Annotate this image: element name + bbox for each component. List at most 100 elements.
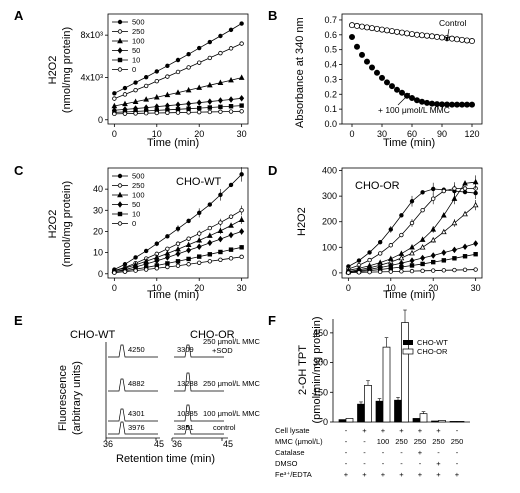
panel-b-point — [433, 33, 440, 40]
panel-a-frame — [107, 13, 249, 125]
panel-d-ytick-label: 0 — [332, 268, 337, 278]
panel-a-point — [112, 96, 117, 101]
panel-b-xlabel: Time (min) — [383, 137, 435, 149]
panel-b-ytick-label: 0.7 — [324, 15, 337, 25]
panel-c-xtick-label: 10 — [152, 283, 162, 293]
panel-c-point — [217, 227, 224, 234]
panel-d-frame — [341, 167, 483, 279]
bar-cho-wt — [394, 399, 402, 423]
panel-label-f: F — [268, 313, 276, 328]
panel-b-point — [378, 26, 385, 33]
panel-d-point — [462, 254, 468, 259]
panel-c-xtick-label: 0 — [112, 283, 117, 293]
cond-3: 100 μmol/L MMC — [203, 409, 261, 418]
panel-d-point — [451, 246, 457, 254]
legend-marker — [117, 67, 123, 72]
panel-d-point — [441, 188, 447, 194]
bar-cho-wt — [431, 420, 439, 423]
panel-c-point — [218, 257, 223, 263]
legend-marker — [117, 211, 123, 217]
panel-b-point — [423, 32, 430, 39]
cond-1: 250 μmol/L MMC — [203, 337, 261, 346]
panel-a-point — [165, 110, 170, 115]
panel-c-ylabel-2: (nmol/mg protein) — [61, 181, 73, 267]
panel-d-point — [430, 252, 436, 259]
panel-b-point — [448, 35, 455, 42]
panel-f-ylabel-2: (pmol/min/mg protein) — [311, 317, 323, 424]
peak-wt-2: 4882 — [128, 379, 145, 388]
panel-d-xtick-label: 0 — [346, 283, 351, 293]
bar-cho-or — [419, 413, 428, 423]
legend-label: 10 — [132, 56, 140, 65]
cond-1b: +SOD — [212, 346, 233, 355]
legend-label: 50 — [132, 200, 140, 209]
panel-d-point — [409, 263, 415, 268]
panel-a-ytick-label: 4x10³ — [80, 72, 103, 82]
panel-c-point — [186, 236, 191, 241]
panel-e-tick-36-wt: 36 — [103, 439, 113, 449]
panel-a-point — [153, 93, 160, 100]
panel-d-xtick-label: 30 — [471, 283, 481, 293]
panel-a-point — [186, 106, 191, 111]
panel-a-point — [196, 84, 203, 90]
panel-a-point — [218, 104, 223, 110]
panel-b-point — [353, 43, 360, 50]
condition-cell: 250 — [451, 437, 464, 446]
panel-a-point — [206, 81, 213, 88]
panel-c-point — [207, 239, 213, 247]
panel-c-point — [175, 226, 181, 231]
panel-c-point — [186, 218, 191, 224]
panel-a-point — [133, 111, 138, 116]
panel-c-point — [239, 254, 244, 260]
panel-c-xlabel: Time (min) — [147, 289, 199, 301]
panel-b-point — [348, 22, 355, 29]
panel-d-point — [451, 219, 458, 226]
condition-cell: - — [363, 448, 366, 457]
panel-b-point — [373, 69, 380, 76]
legend-label: 500 — [132, 172, 145, 181]
condition-cell: - — [345, 459, 348, 468]
legend-marker — [117, 47, 123, 54]
condition-cell: 250 — [414, 437, 427, 446]
panel-c-point — [207, 252, 213, 257]
panel-c-point — [186, 256, 191, 262]
panel-a-point — [207, 98, 213, 105]
panel-c-point — [239, 172, 244, 177]
panel-b-ytick-label: 0.1 — [324, 104, 337, 114]
panel-a-point — [175, 57, 181, 63]
panel-b-ytick-label: 0.4 — [324, 60, 337, 70]
legend-label: 0 — [132, 65, 136, 74]
panel-c-point — [165, 264, 170, 270]
panel-e-trace-or — [174, 404, 224, 422]
legend-marker — [117, 201, 123, 208]
panel-e-ylabel-1: Fluorescence — [57, 365, 69, 431]
panel-f-ytick-label: 150 — [313, 387, 328, 397]
panel-b-point — [393, 86, 400, 93]
panel-b-mmc-arrowhead — [405, 93, 410, 98]
panel-a-point — [154, 69, 159, 74]
panel-d-point — [377, 239, 383, 245]
bar-cho-or — [456, 421, 465, 423]
panel-c-point — [207, 259, 213, 264]
legend-label-wt: CHO-WT — [417, 338, 448, 347]
panel-e-tick-45-wt: 45 — [154, 439, 164, 449]
cond-4: control — [213, 423, 236, 432]
panel-a-xtick-label: 0 — [112, 129, 117, 139]
panel-b-point — [408, 94, 415, 101]
panel-a-point — [239, 109, 244, 114]
panel-c-point — [239, 208, 244, 213]
panel-b-ytick-label: 0.2 — [324, 89, 337, 99]
panel-d-point — [420, 261, 425, 267]
legend-label: 100 — [132, 37, 145, 46]
panel-a-point — [164, 102, 170, 109]
condition-label: Cell lysate — [275, 426, 310, 435]
panel-a-ylabel-1: H2O2 — [47, 56, 59, 85]
panel-d-point — [430, 236, 437, 243]
panel-d-point — [462, 243, 468, 251]
panel-a-point — [175, 110, 181, 115]
panel-d-point — [420, 208, 425, 213]
condition-cell: - — [400, 448, 403, 457]
panel-c-point — [228, 247, 234, 252]
condition-cell: + — [399, 470, 404, 479]
panel-a-point — [175, 69, 181, 75]
